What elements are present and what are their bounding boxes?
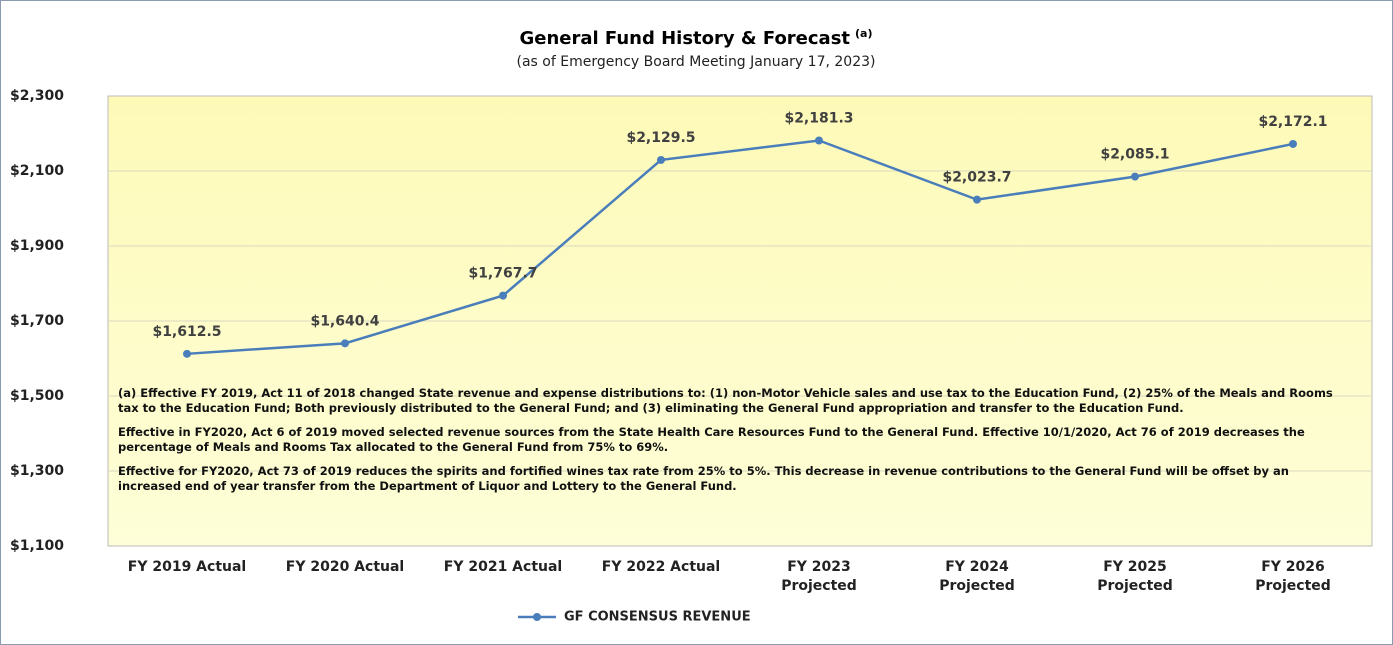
x-tick-label: FY 2022 Actual bbox=[601, 559, 721, 575]
data-point bbox=[499, 291, 507, 300]
data-label: $2,023.7 bbox=[942, 170, 1011, 186]
notes: (a) Effective FY 2019, Act 11 of 2018 ch… bbox=[118, 386, 1348, 503]
data-point bbox=[1131, 172, 1139, 181]
data-point bbox=[815, 136, 823, 145]
annotation: (a) Effective FY 2019, Act 11 of 2018 ch… bbox=[118, 386, 1333, 415]
y-tick-label: $1,900 bbox=[10, 238, 64, 254]
y-tick-label: $2,100 bbox=[10, 163, 64, 179]
data-point bbox=[341, 339, 349, 348]
data-label: $2,129.5 bbox=[626, 130, 695, 146]
data-point bbox=[1289, 139, 1297, 148]
title-note: (a) bbox=[855, 27, 872, 40]
title-text: General Fund History & Forecast bbox=[519, 28, 850, 49]
y-tick-label: $1,500 bbox=[10, 388, 64, 404]
chart-subtitle: (as of Emergency Board Meeting January 1… bbox=[517, 54, 876, 70]
data-label: $2,085.1 bbox=[1100, 147, 1169, 163]
annotation: Effective in FY2020, Act 6 of 2019 moved… bbox=[118, 425, 1305, 454]
y-tick-label: $1,100 bbox=[10, 538, 64, 554]
series-line bbox=[186, 139, 1294, 356]
data-point bbox=[973, 195, 981, 204]
x-tick-label: FY 2023 Projected bbox=[781, 559, 857, 594]
data-label: $2,172.1 bbox=[1258, 114, 1327, 130]
x-tick-label: FY 2021 Actual bbox=[443, 559, 563, 575]
data-label: $2,181.3 bbox=[784, 111, 853, 127]
data-label: $1,767.7 bbox=[468, 266, 537, 282]
x-tick-label: FY 2025 Projected bbox=[1097, 559, 1173, 594]
x-tick-label: FY 2019 Actual bbox=[127, 559, 247, 575]
x-tick-label: FY 2026 Projected bbox=[1255, 559, 1331, 594]
x-tick-label: FY 2024 Projected bbox=[939, 559, 1015, 594]
y-tick-label: $1,700 bbox=[10, 313, 64, 329]
y-tick-label: $1,300 bbox=[10, 463, 64, 479]
data-label: $1,640.4 bbox=[310, 313, 379, 329]
data-point bbox=[657, 155, 665, 164]
x-tick-label: FY 2020 Actual bbox=[285, 559, 405, 575]
annotation: Effective for FY2020, Act 73 of 2019 red… bbox=[118, 464, 1289, 493]
y-tick-label: $2,300 bbox=[10, 88, 64, 104]
legend-label: GF CONSENSUS REVENUE bbox=[564, 610, 751, 625]
data-point bbox=[183, 349, 191, 358]
legend-marker bbox=[533, 613, 541, 621]
chart-title: General Fund History & Forecast (a) bbox=[519, 27, 872, 49]
data-label: $1,612.5 bbox=[152, 324, 221, 340]
